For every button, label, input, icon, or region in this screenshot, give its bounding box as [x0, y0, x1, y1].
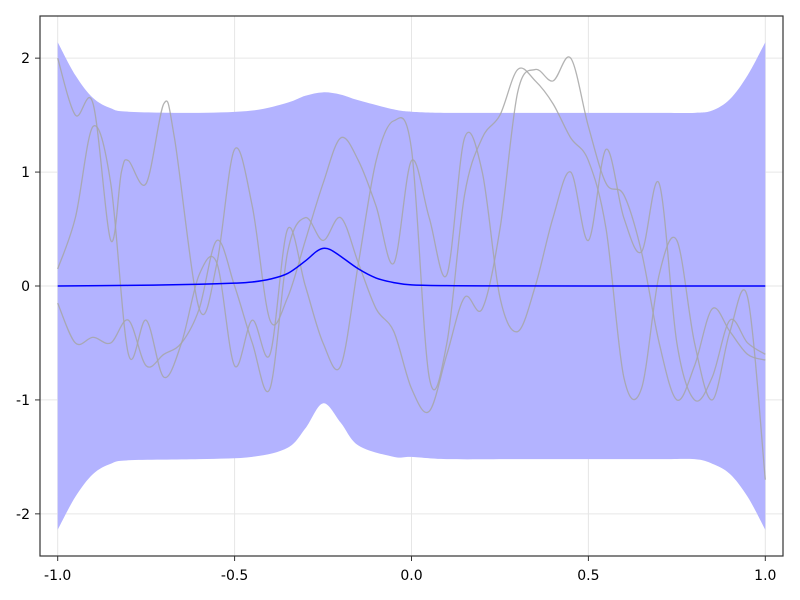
x-tick-label-3: 0.5: [577, 568, 599, 584]
mean-line: [57, 247, 766, 287]
y-tick-label-4: 2: [21, 51, 30, 67]
x-axis-ticks: -1.0 -0.5 0.0 0.5 1.0: [44, 556, 776, 584]
x-tick-label-4: 1.0: [754, 568, 776, 584]
sample-paths-layer: [57, 56, 766, 480]
x-tick-label-0: -1.0: [44, 568, 71, 584]
sample-path-3: [57, 56, 766, 414]
confidence-band: [57, 42, 766, 530]
confidence-band-layer: [57, 42, 766, 530]
y-axis-ticks: -2 -1 0 1 2: [16, 51, 40, 523]
y-tick-label-3: 1: [21, 165, 30, 181]
y-tick-label-0: -2: [16, 507, 30, 523]
x-tick-label-1: -0.5: [221, 568, 248, 584]
mean-line-layer: [57, 247, 766, 287]
x-tick-label-2: 0.0: [400, 568, 422, 584]
y-tick-label-1: -1: [16, 393, 30, 409]
y-tick-label-2: 0: [21, 279, 30, 295]
